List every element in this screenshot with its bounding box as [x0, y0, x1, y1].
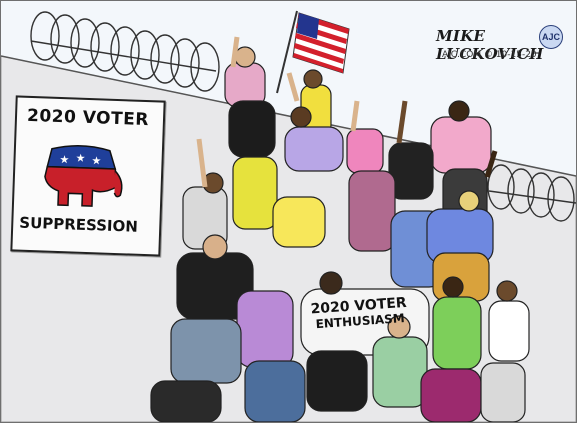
artist-name: MIKE LUCKOVICH: [436, 27, 544, 63]
svg-text:★: ★: [75, 152, 85, 165]
barbed-wire: [30, 11, 576, 222]
publisher-badge: AJC: [539, 25, 563, 49]
sign-subtitle: SUPPRESSION: [19, 213, 139, 236]
svg-text:★: ★: [91, 154, 101, 167]
american-flag: [276, 10, 350, 94]
artist-signature: MIKE LUCKOVICH AJC AJC.COM © 10-15-20: [436, 23, 568, 67]
voter-suppression-sign: 2020 VOTER ★ ★ ★ SUPPRESSION: [10, 95, 166, 257]
crowd: [150, 36, 530, 422]
republican-elephant-icon: ★ ★ ★: [44, 145, 123, 207]
svg-text:★: ★: [59, 153, 69, 166]
publication-date: AJC.COM © 10-15-20: [442, 50, 537, 60]
sign-title: 2020 VOTER: [26, 105, 150, 131]
